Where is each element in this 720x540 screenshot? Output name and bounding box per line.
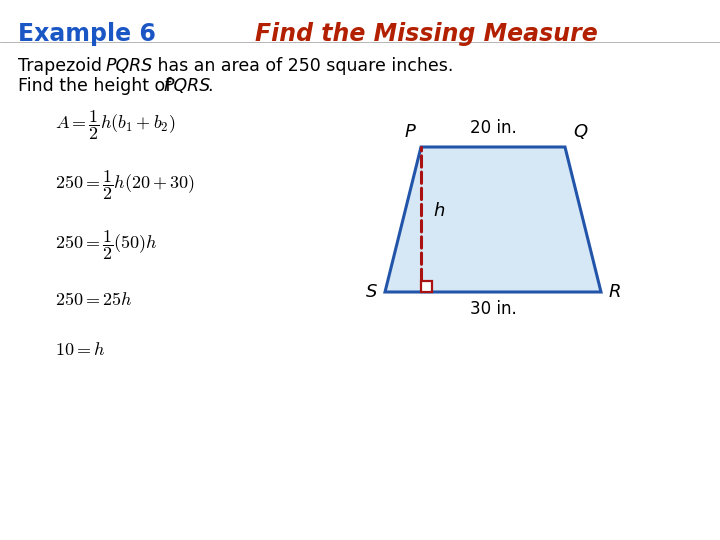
Text: $A = \dfrac{1}{2}h(b_1 + b_2)$: $A = \dfrac{1}{2}h(b_1 + b_2)$ — [55, 108, 176, 142]
Text: P: P — [404, 123, 415, 141]
Text: has an area of 250 square inches.: has an area of 250 square inches. — [152, 57, 454, 75]
Text: PQRS: PQRS — [164, 77, 211, 95]
Text: $250 = \dfrac{1}{2}(50)h$: $250 = \dfrac{1}{2}(50)h$ — [55, 228, 158, 262]
Text: 30 in.: 30 in. — [469, 300, 516, 318]
Text: Example 6: Example 6 — [18, 22, 156, 46]
Text: PQRS: PQRS — [106, 57, 153, 75]
Polygon shape — [385, 147, 601, 292]
Bar — [421, 281, 432, 292]
Text: $250 = 25h$: $250 = 25h$ — [55, 291, 132, 309]
Text: h: h — [433, 202, 444, 220]
Text: Q: Q — [573, 123, 587, 141]
Text: Find the height of: Find the height of — [18, 77, 177, 95]
Text: S: S — [366, 283, 377, 301]
Text: $10 = h$: $10 = h$ — [55, 341, 105, 359]
Text: Trapezoid: Trapezoid — [18, 57, 107, 75]
Text: R: R — [609, 283, 621, 301]
Text: 20 in.: 20 in. — [469, 119, 516, 137]
Text: $250 = \dfrac{1}{2}h(20+30)$: $250 = \dfrac{1}{2}h(20+30)$ — [55, 168, 195, 202]
Text: Find the Missing Measure: Find the Missing Measure — [255, 22, 598, 46]
Text: .: . — [207, 77, 212, 95]
